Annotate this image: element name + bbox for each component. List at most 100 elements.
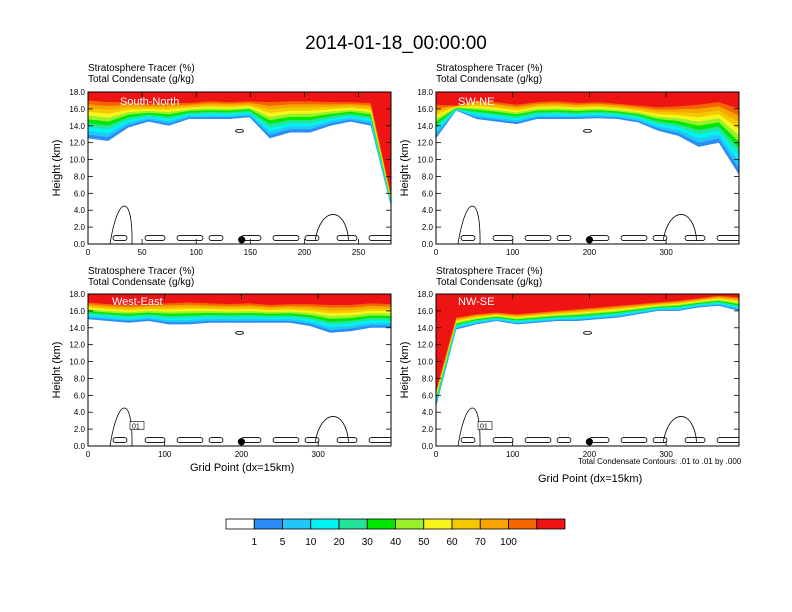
x-tick-label: 0 (86, 450, 91, 459)
y-tick-label: 8.0 (422, 374, 434, 383)
y-tick-label: 10.0 (417, 358, 433, 367)
tracer-band (436, 294, 739, 404)
condensate-contour (620, 437, 648, 443)
x-tick-label: 200 (298, 248, 312, 257)
condensate-contour (208, 437, 224, 443)
condensate-contour (272, 235, 300, 241)
contour-note: Total Condensate Contours: .01 to .01 by… (578, 457, 742, 466)
tracer-band (436, 294, 739, 406)
condensate-contour (304, 235, 320, 241)
condensate-contour (112, 235, 128, 241)
y-tick-label: 0.0 (74, 240, 86, 249)
x-tick-label: 300 (659, 450, 673, 459)
y-tick-label: 16.0 (69, 105, 85, 114)
condensate-contour (492, 437, 514, 443)
plot-area: South-North 0.0 2.0 4.0 6.0 8.0 10.0 12.0 14.0 16… (51, 88, 392, 257)
y-tick-label: 10.0 (69, 156, 85, 165)
colorbar: 1 5 10 20 30 40 50 60 70 100 (225, 518, 566, 548)
x-tick-label: 0 (86, 248, 91, 257)
x-tick-label: 100 (506, 450, 520, 459)
condensate-contour (492, 235, 514, 241)
y-axis-title: Height (km) (399, 140, 411, 197)
condensate-contour (583, 128, 592, 133)
condensate-contour (304, 437, 320, 443)
y-tick-label: 8.0 (74, 374, 86, 383)
condensate-contour (109, 205, 133, 244)
y-tick-label: 16.0 (69, 307, 85, 316)
x-tick-label: 50 (138, 248, 147, 257)
colorbar-label: 50 (418, 537, 430, 548)
y-tick-label: 10.0 (69, 358, 85, 367)
colorbar-label: 40 (390, 537, 402, 548)
y-tick-label: 18.0 (417, 88, 433, 97)
x-tick-label: 100 (158, 450, 172, 459)
cross-section-label: West-East (112, 296, 163, 308)
contour-label: 01 (480, 424, 488, 431)
y-tick-label: 6.0 (422, 189, 434, 198)
colorbar-label: 10 (305, 537, 317, 548)
contour-label-box (129, 421, 145, 430)
x-tick-label: 250 (352, 248, 366, 257)
tracer-band-max (436, 294, 739, 392)
y-tick-label: 4.0 (74, 206, 86, 215)
colorbar-swatch (253, 518, 283, 530)
colorbar-swatch (338, 518, 368, 530)
x-tick-label: 0 (434, 450, 439, 459)
plot-frame (87, 91, 392, 245)
condensate-contour (662, 214, 697, 240)
y-axis-title: Height (km) (51, 342, 63, 399)
y-tick-label: 14.0 (417, 122, 433, 131)
y-tick-label: 2.0 (422, 223, 434, 232)
x-tick-label: 0 (434, 248, 439, 257)
x-tick-label: 100 (506, 248, 520, 257)
panel-subtitle-condensate: Total Condensate (g/kg) (88, 74, 195, 85)
condensate-contour (457, 407, 481, 446)
condensate-contour (524, 437, 552, 443)
y-tick-label: 4.0 (74, 408, 86, 417)
y-tick-label: 12.0 (417, 341, 433, 350)
y-tick-label: 10.0 (417, 156, 433, 165)
colorbar-swatch (423, 518, 453, 530)
colorbar-swatch (225, 518, 255, 530)
condensate-contour (662, 416, 697, 442)
condensate-contour (716, 235, 739, 241)
colorbar-swatch (310, 518, 340, 530)
colorbar-label: 5 (280, 537, 286, 548)
condensate-contour (583, 330, 592, 335)
colorbar-label: 30 (362, 537, 374, 548)
cross-section-label: SW-NE (458, 96, 494, 108)
contour-label: 01 (132, 424, 140, 431)
condensate-contour (684, 235, 706, 241)
panel-subtitle-condensate: Total Condensate (g/kg) (88, 277, 195, 288)
location-marker (238, 236, 246, 244)
condensate-contour (652, 437, 668, 443)
tracer-band-max (88, 92, 391, 195)
colorbar-label: 20 (333, 537, 345, 548)
panel-subtitle-condensate: Total Condensate (g/kg) (436, 277, 543, 288)
colorbar-label: 1 (251, 537, 257, 548)
plot-area: 01 West-East 0.0 2.0 4.0 6.0 8.0 10.0 12.0 14.0 16… (51, 290, 392, 459)
y-axis-title: Height (km) (51, 140, 63, 197)
panel-subtitle-tracer: Stratosphere Tracer (%) (88, 266, 195, 277)
cross-section-label: NW-SE (458, 296, 494, 308)
x-tick-label: 150 (244, 248, 258, 257)
tracer-band-max (88, 294, 391, 305)
y-tick-label: 8.0 (422, 172, 434, 181)
contour-label-box (477, 421, 493, 430)
panel-subtitle-tracer: Stratosphere Tracer (%) (436, 266, 543, 277)
colorbar-swatch (282, 518, 312, 530)
condensate-contour (272, 437, 300, 443)
y-tick-label: 2.0 (74, 425, 86, 434)
x-tick-label: 100 (190, 248, 204, 257)
main-title: 2014-01-18_00:00:00 (305, 33, 487, 54)
y-tick-label: 18.0 (417, 290, 433, 299)
y-tick-label: 18.0 (69, 88, 85, 97)
condensate-contour (112, 437, 128, 443)
colorbar-swatch (508, 518, 538, 530)
x-tick-label: 200 (583, 248, 597, 257)
y-tick-label: 4.0 (422, 408, 434, 417)
colorbar-swatch (395, 518, 425, 530)
colorbar-swatch (479, 518, 509, 530)
condensate-contour (652, 235, 668, 241)
